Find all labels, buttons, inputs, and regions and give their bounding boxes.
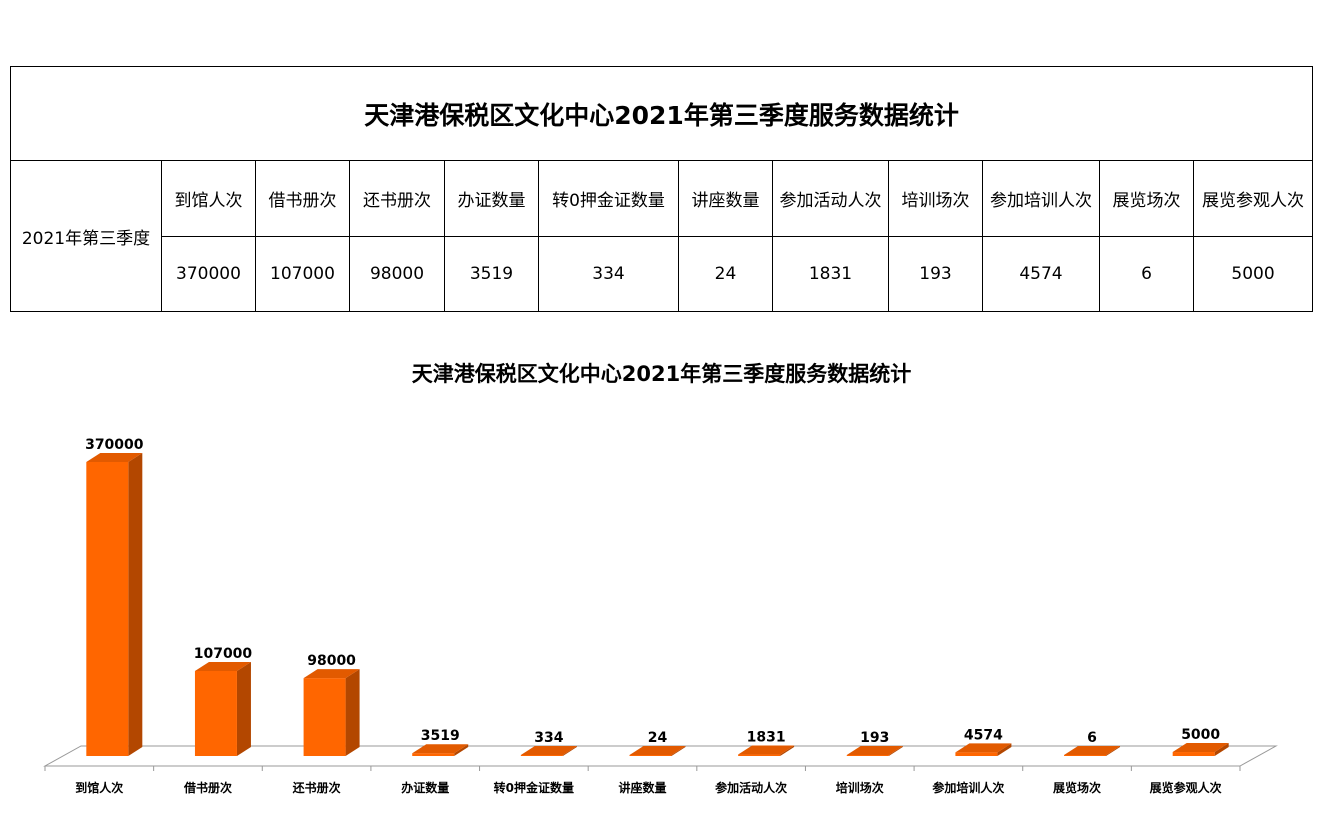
bar-top (629, 746, 686, 755)
value-cell: 24 (678, 236, 773, 312)
data-label: 1831 (747, 730, 786, 746)
data-label: 98000 (307, 653, 356, 669)
bar-side (997, 743, 1012, 756)
header-cell: 办证数量 (444, 160, 539, 237)
bar-side (888, 746, 903, 756)
bar (412, 753, 455, 756)
bar-top (846, 746, 903, 755)
bar-top (520, 746, 577, 755)
header-cell: 讲座数量 (678, 160, 773, 237)
bar-side (562, 746, 577, 756)
value-cell: 334 (538, 236, 679, 312)
bar-side (454, 744, 469, 756)
bar-side (1214, 743, 1229, 756)
header-cell: 借书册次 (255, 160, 350, 237)
x-tick-label: 培训场次 (836, 780, 884, 795)
bar (629, 755, 672, 756)
bar-top (194, 661, 251, 671)
x-tick-label: 借书册次 (183, 780, 232, 795)
chart-title: 天津港保税区文化中心2021年第三季度服务数据统计 (411, 362, 912, 386)
bar-side (128, 453, 143, 756)
value-cell: 193 (888, 236, 983, 312)
bar-top (412, 744, 469, 754)
header-cell: 参加培训人次 (982, 160, 1100, 237)
data-label: 24 (648, 730, 668, 746)
bar (194, 670, 237, 756)
bar-top (303, 669, 360, 679)
x-tick-label: 到馆人次 (75, 780, 123, 795)
value-cell: 5000 (1192, 236, 1314, 312)
header-cell: 还书册次 (349, 160, 445, 237)
bar-top (86, 453, 143, 462)
data-label: 3519 (421, 728, 460, 744)
bar-top (1064, 746, 1121, 755)
x-tick-label: 讲座数量 (618, 780, 666, 795)
bar (846, 755, 889, 756)
data-label: 334 (534, 730, 563, 746)
row-label: 2021年第三季度 (10, 160, 162, 312)
data-label: 6 (1087, 730, 1097, 746)
bar (303, 678, 346, 756)
data-label: 4574 (964, 727, 1003, 743)
x-tick-label: 办证数量 (401, 780, 449, 795)
bar (1064, 755, 1107, 756)
bar (1172, 752, 1215, 756)
value-cell: 3519 (444, 236, 539, 312)
value-cell: 370000 (161, 236, 256, 312)
bar-top (738, 745, 795, 755)
x-tick-label: 参加培训人次 (932, 780, 1004, 795)
data-label: 193 (860, 730, 889, 746)
bar-side (780, 745, 795, 756)
data-label: 5000 (1181, 727, 1220, 743)
table-title: 天津港保税区文化中心2021年第三季度服务数据统计 (9, 66, 1314, 161)
x-tick-label: 展览参观人次 (1150, 780, 1222, 795)
value-cell: 107000 (255, 236, 350, 312)
x-tick-label: 还书册次 (292, 780, 341, 795)
header-cell: 参加活动人次 (772, 160, 889, 237)
bar (738, 754, 781, 756)
bar-top (955, 743, 1012, 753)
x-tick-label: 转0押金证数量 (494, 780, 574, 795)
bar (86, 462, 129, 756)
bar (520, 755, 563, 756)
bar-side (1106, 746, 1121, 756)
value-cell: 1831 (772, 236, 889, 312)
header-cell: 培训场次 (888, 160, 983, 237)
stats-table: 天津港保税区文化中心2021年第三季度服务数据统计 2021年第三季度 到馆人次… (9, 66, 1314, 312)
bar-side (236, 661, 251, 756)
x-tick-label: 参加活动人次 (715, 780, 787, 795)
bar (955, 752, 998, 756)
data-label: 370000 (85, 437, 144, 453)
bar-side (345, 669, 360, 756)
bar-side (671, 746, 686, 756)
bar-top (1172, 743, 1229, 753)
data-label: 107000 (194, 646, 253, 662)
header-cell: 展览参观人次 (1192, 160, 1314, 237)
value-cell: 4574 (982, 236, 1100, 312)
x-tick-label: 展览场次 (1053, 780, 1101, 795)
